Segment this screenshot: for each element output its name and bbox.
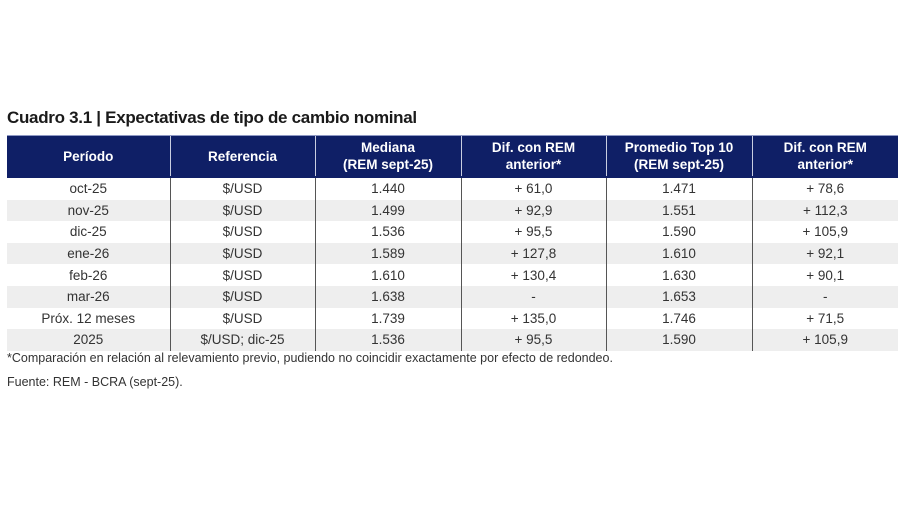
cell-dif-promedio: + 92,1 bbox=[751, 242, 898, 265]
cell-periodo: 2025 bbox=[7, 329, 170, 351]
cell-referencia: $/USD; dic-25 bbox=[169, 329, 315, 351]
header-line: Dif. con REM bbox=[491, 140, 576, 155]
cell-dif-promedio: + 105,9 bbox=[751, 329, 898, 351]
header-dif-mediana: Dif. con REM anterior* bbox=[460, 135, 606, 177]
cell-dif-promedio: + 71,5 bbox=[751, 307, 898, 330]
cell-referencia: $/USD bbox=[169, 221, 315, 243]
exchange-rate-expectations-table: Período Referencia Mediana (REM sept-25) … bbox=[7, 135, 898, 351]
header-line: anterior* bbox=[505, 157, 562, 172]
cell-mediana: 1.638 bbox=[314, 285, 461, 308]
cell-mediana: 1.499 bbox=[314, 199, 461, 222]
header-line: Dif. con REM bbox=[783, 140, 867, 155]
cell-dif-mediana: + 130,4 bbox=[460, 264, 606, 286]
cell-dif-promedio: + 112,3 bbox=[751, 199, 898, 222]
cell-dif-mediana: + 95,5 bbox=[460, 221, 606, 243]
cell-referencia: $/USD bbox=[169, 242, 315, 265]
table-row: Próx. 12 meses $/USD 1.739 + 135,0 1.746… bbox=[7, 307, 898, 330]
cell-periodo: nov-25 bbox=[7, 199, 170, 222]
header-promedio-top10: Promedio Top 10 (REM sept-25) bbox=[605, 135, 752, 177]
cell-periodo: feb-26 bbox=[69, 267, 108, 283]
table-row: ene-26 $/USD 1.589 + 127,8 1.610 + 92,1 bbox=[7, 242, 898, 265]
table-row: feb-26 $/USD 1.610 + 130,4 1.630 + 90,1 bbox=[7, 264, 898, 286]
cell-promedio: 1.590 bbox=[605, 329, 752, 351]
cell-mediana: 1.536 bbox=[314, 329, 461, 351]
cell-dif-promedio: - bbox=[751, 285, 898, 308]
table-row: dic-25 $/USD 1.536 + 95,5 1.590 + 105,9 bbox=[7, 221, 898, 243]
header-line: Promedio Top 10 bbox=[624, 140, 734, 155]
cell-promedio: 1.471 bbox=[605, 176, 752, 200]
cell-promedio: 1.653 bbox=[605, 285, 752, 308]
cell-dif-mediana: - bbox=[460, 285, 606, 308]
cell-referencia: $/USD bbox=[169, 264, 315, 286]
header-line: (REM sept-25) bbox=[633, 157, 724, 172]
cell-promedio: 1.590 bbox=[605, 221, 752, 243]
header-mediana: Mediana (REM sept-25) bbox=[314, 135, 461, 177]
header-line: Referencia bbox=[207, 148, 278, 164]
cell-dif-mediana: + 92,9 bbox=[460, 199, 606, 222]
cell-periodo: oct-25 bbox=[7, 176, 170, 200]
cell-dif-promedio: + 90,1 bbox=[751, 264, 898, 286]
cell-dif-mediana: + 61,0 bbox=[460, 176, 606, 200]
cell-mediana: 1.739 bbox=[314, 307, 461, 330]
header-dif-top10: Dif. con REM anterior* bbox=[751, 135, 898, 177]
table-row: mar-26 $/USD 1.638 - 1.653 - bbox=[7, 285, 898, 308]
source-note: Fuente: REM - BCRA (sept-25). bbox=[7, 375, 183, 389]
cell-periodo: Próx. 12 meses bbox=[41, 310, 136, 326]
header-referencia: Referencia bbox=[169, 135, 315, 177]
cell-periodo: mar-26 bbox=[7, 285, 170, 308]
cell-periodo: dic-25 bbox=[69, 224, 107, 240]
cell-referencia: $/USD bbox=[169, 307, 315, 330]
cell-mediana: 1.440 bbox=[314, 176, 461, 200]
cell-periodo: ene-26 bbox=[7, 242, 170, 265]
cell-mediana: 1.610 bbox=[314, 264, 461, 286]
cell-dif-promedio: + 78,6 bbox=[751, 176, 898, 200]
cell-promedio: 1.746 bbox=[605, 307, 752, 330]
header-line: (REM sept-25) bbox=[342, 157, 433, 172]
header-line: Mediana bbox=[360, 140, 415, 155]
table-title: Cuadro 3.1 | Expectativas de tipo de cam… bbox=[7, 108, 417, 127]
cell-referencia: $/USD bbox=[169, 176, 315, 200]
table-row: nov-25 $/USD 1.499 + 92,9 1.551 + 112,3 bbox=[7, 199, 898, 222]
cell-mediana: 1.536 bbox=[314, 221, 461, 243]
cell-mediana: 1.589 bbox=[314, 242, 461, 265]
cell-dif-mediana: + 127,8 bbox=[460, 242, 606, 265]
table-header-row: Período Referencia Mediana (REM sept-25) … bbox=[7, 135, 898, 177]
cell-dif-promedio: + 105,9 bbox=[751, 221, 898, 243]
header-periodo: Período bbox=[7, 135, 170, 177]
cell-promedio: 1.610 bbox=[605, 242, 752, 265]
header-line: Período bbox=[63, 148, 114, 164]
table-row: 2025 $/USD; dic-25 1.536 + 95,5 1.590 + … bbox=[7, 329, 898, 351]
cell-dif-mediana: + 135,0 bbox=[460, 307, 606, 330]
header-line: anterior* bbox=[797, 157, 854, 172]
footnote: *Comparación en relación al relevamiento… bbox=[7, 351, 613, 365]
table-row: oct-25 $/USD 1.440 + 61,0 1.471 + 78,6 bbox=[7, 176, 898, 200]
cell-promedio: 1.630 bbox=[605, 264, 752, 286]
cell-referencia: $/USD bbox=[169, 285, 315, 308]
cell-dif-mediana: + 95,5 bbox=[460, 329, 606, 351]
cell-referencia: $/USD bbox=[169, 199, 315, 222]
cell-promedio: 1.551 bbox=[605, 199, 752, 222]
